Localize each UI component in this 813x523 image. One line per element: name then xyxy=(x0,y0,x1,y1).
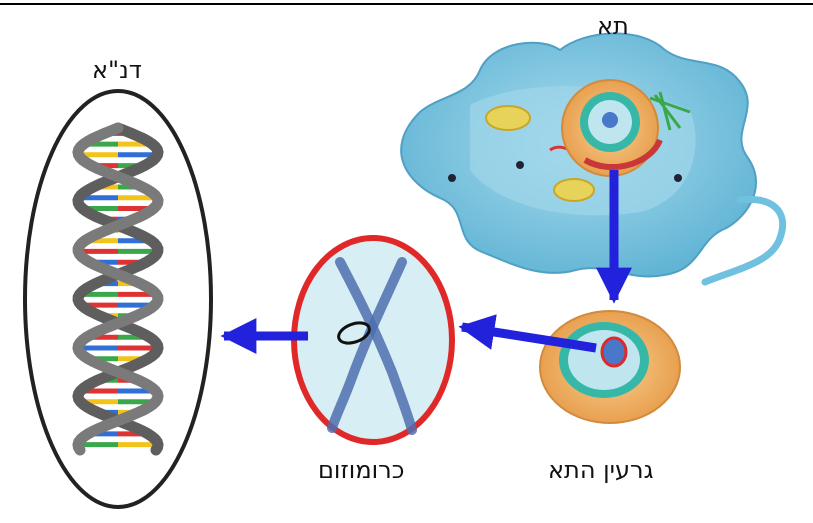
nucleus-illustration xyxy=(539,310,681,424)
arrow-nucleus-to-chromosome xyxy=(458,314,597,353)
dna-panel xyxy=(23,89,213,509)
top-rule xyxy=(0,3,813,5)
label-cell: תא xyxy=(597,12,629,40)
dna-strand-b xyxy=(72,122,164,456)
label-dna: דנ"א xyxy=(92,56,142,84)
dna-strand-a xyxy=(72,122,164,456)
label-nucleus: גרעין התא xyxy=(548,456,654,484)
chromosome-panel xyxy=(291,235,455,445)
label-chromosome: כרומוזום xyxy=(318,456,405,484)
cell-illustration xyxy=(400,32,787,286)
